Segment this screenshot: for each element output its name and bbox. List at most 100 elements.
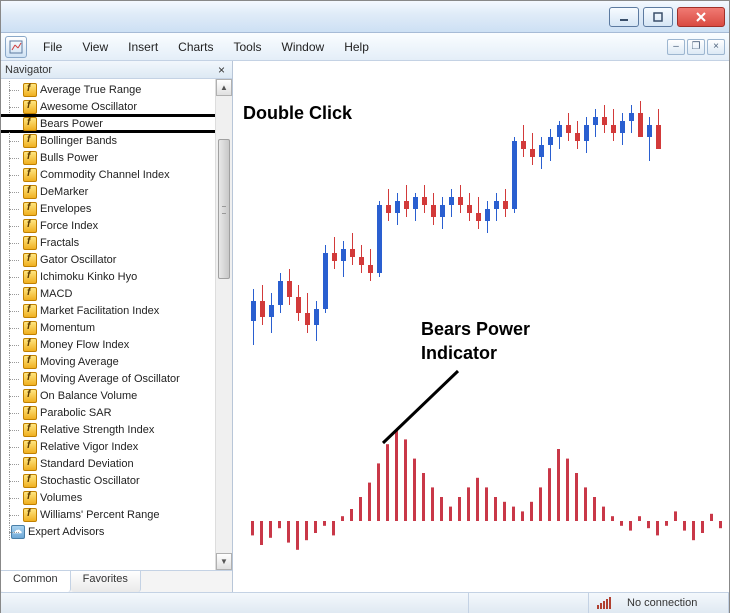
navigator-title: Navigator [5, 64, 52, 76]
indicator-icon [23, 287, 37, 301]
tree-item[interactable]: Money Flow Index [1, 336, 232, 353]
menu-file[interactable]: File [33, 36, 72, 58]
menu-view[interactable]: View [72, 36, 118, 58]
tree-item[interactable]: Bollinger Bands [1, 132, 232, 149]
tree-item[interactable]: Commodity Channel Index [1, 166, 232, 183]
tree-item[interactable]: Average True Range [1, 81, 232, 98]
tree-item-label: Gator Oscillator [40, 254, 116, 266]
indicator-icon [23, 134, 37, 148]
indicator-icon [23, 440, 37, 454]
tree-item-label: Bulls Power [40, 152, 98, 164]
indicator-icon [23, 253, 37, 267]
menu-window[interactable]: Window [272, 36, 335, 58]
tree-item[interactable]: Ichimoku Kinko Hyo [1, 268, 232, 285]
tree-item[interactable]: Fractals [1, 234, 232, 251]
tree-item[interactable]: Relative Strength Index [1, 421, 232, 438]
tree-item-label: Force Index [40, 220, 98, 232]
tree-item[interactable]: DeMarker [1, 183, 232, 200]
indicator-icon [23, 202, 37, 216]
navigator-tabs: Common Favorites [1, 570, 232, 592]
chart-area[interactable]: Double Click Bears Power Indicator [233, 61, 729, 592]
tree-item-label: Relative Strength Index [40, 424, 154, 436]
tree-item-label: Parabolic SAR [40, 407, 112, 419]
tree-item[interactable]: Parabolic SAR [1, 404, 232, 421]
cloud-icon [11, 525, 25, 539]
navigator-scrollbar[interactable]: ▲ ▼ [215, 79, 232, 570]
tree-item-label: Stochastic Oscillator [40, 475, 140, 487]
tree-item-label: Moving Average [40, 356, 119, 368]
tree-item[interactable]: Moving Average of Oscillator [1, 370, 232, 387]
tree-item[interactable]: Bears Power [1, 115, 219, 132]
tree-item[interactable]: Momentum [1, 319, 232, 336]
tree-item[interactable]: Williams' Percent Range [1, 506, 232, 523]
tree-item-label: Standard Deviation [40, 458, 134, 470]
mdi-restore-button[interactable]: ❐ [687, 39, 705, 55]
window-minimize-button[interactable] [609, 7, 639, 27]
scroll-down-button[interactable]: ▼ [216, 553, 232, 570]
menu-help[interactable]: Help [334, 36, 379, 58]
indicator-icon [23, 117, 37, 131]
indicator-icon [23, 355, 37, 369]
scroll-thumb[interactable] [218, 139, 230, 279]
tree-item[interactable]: Market Facilitation Index [1, 302, 232, 319]
navigator-close-icon[interactable]: × [215, 63, 228, 77]
tree-item-label: Relative Vigor Index [40, 441, 138, 453]
tree-item[interactable]: Awesome Oscillator [1, 98, 232, 115]
indicator-icon [23, 406, 37, 420]
indicator-icon [23, 508, 37, 522]
indicator-icon [23, 321, 37, 335]
tree-item-label: Money Flow Index [40, 339, 129, 351]
status-bar: No connection [1, 592, 729, 613]
mdi-close-button[interactable]: × [707, 39, 725, 55]
status-help-cell [1, 593, 469, 613]
tree-item-label: Volumes [40, 492, 82, 504]
annotation-bears-power-2: Indicator [421, 343, 497, 364]
indicator-icon [23, 474, 37, 488]
tree-item[interactable]: MACD [1, 285, 232, 302]
tree-item-label: DeMarker [40, 186, 88, 198]
tree-item-label: Bollinger Bands [40, 135, 117, 147]
tab-common[interactable]: Common [1, 571, 71, 592]
navigator-panel: Navigator × Average True Range Awesome Os… [1, 61, 233, 592]
tab-favorites[interactable]: Favorites [71, 571, 141, 592]
scroll-up-button[interactable]: ▲ [216, 79, 232, 96]
tree-item-label: Fractals [40, 237, 79, 249]
tree-item-label: MACD [40, 288, 72, 300]
menu-charts[interactable]: Charts [168, 36, 223, 58]
indicator-icon [23, 168, 37, 182]
status-connection-cell: No connection [589, 593, 729, 613]
window-close-button[interactable] [677, 7, 725, 27]
tree-item-label: Market Facilitation Index [40, 305, 159, 317]
tree-item-expert-advisors[interactable]: Expert Advisors [1, 523, 232, 540]
window-maximize-button[interactable] [643, 7, 673, 27]
tree-item[interactable]: Volumes [1, 489, 232, 506]
tree-item[interactable]: Stochastic Oscillator [1, 472, 232, 489]
tree-item[interactable]: Envelopes [1, 200, 232, 217]
menu-insert[interactable]: Insert [118, 36, 168, 58]
indicator-icon [23, 423, 37, 437]
indicator-icon [23, 100, 37, 114]
annotation-bears-power-1: Bears Power [421, 319, 530, 340]
tree-item[interactable]: Gator Oscillator [1, 251, 232, 268]
indicator-icon [23, 236, 37, 250]
tree-item[interactable]: Relative Vigor Index [1, 438, 232, 455]
tree-item[interactable]: Standard Deviation [1, 455, 232, 472]
tree-item[interactable]: Force Index [1, 217, 232, 234]
tree-item-label: Commodity Channel Index [40, 169, 170, 181]
tree-item-label: Bears Power [40, 118, 103, 130]
tree-item[interactable]: Bulls Power [1, 149, 232, 166]
tree-item-label: Williams' Percent Range [40, 509, 159, 521]
tree-item[interactable]: On Balance Volume [1, 387, 232, 404]
menu-tools[interactable]: Tools [224, 36, 272, 58]
tree-item-label: Average True Range [40, 84, 141, 96]
tree-item-label: Ichimoku Kinko Hyo [40, 271, 137, 283]
status-empty-cell [469, 593, 589, 613]
tree-item-label: Momentum [40, 322, 95, 334]
tree-item-label: On Balance Volume [40, 390, 137, 402]
indicator-icon [23, 338, 37, 352]
tree-item[interactable]: Moving Average [1, 353, 232, 370]
indicator-icon [23, 491, 37, 505]
mdi-minimize-button[interactable]: – [667, 39, 685, 55]
menubar: File View Insert Charts Tools Window Hel… [1, 33, 729, 61]
navigator-tree[interactable]: Average True Range Awesome Oscillator Bear… [1, 79, 232, 570]
